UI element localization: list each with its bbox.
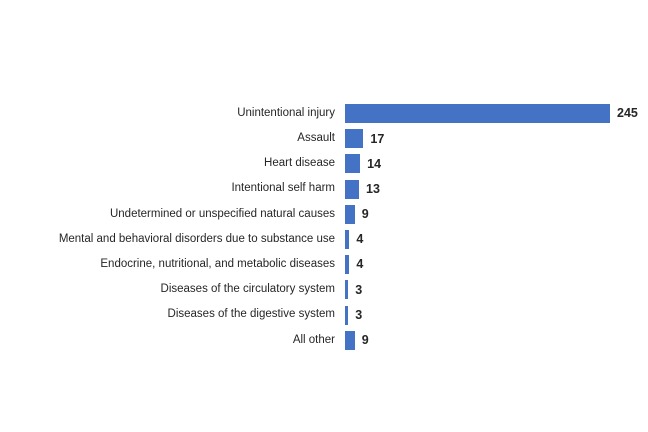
chart-row: Assault 17: [0, 126, 648, 151]
category-label: Undetermined or unspecified natural caus…: [109, 207, 335, 220]
chart-row: Diseases of the circulatory system 3: [0, 277, 648, 302]
bar: [345, 204, 355, 224]
chart-row: Endocrine, nutritional, and metabolic di…: [0, 252, 648, 277]
value-label: 4: [356, 257, 364, 272]
chart-row: Undetermined or unspecified natural caus…: [0, 202, 648, 227]
category-label: Mental and behavioral disorders due to s…: [58, 232, 335, 245]
chart-row: Unintentional injury 245: [0, 101, 648, 126]
chart-row: Diseases of the digestive system 3: [0, 303, 648, 328]
bar: [345, 230, 350, 250]
value-label: 9: [361, 207, 369, 222]
category-label: Assault: [297, 132, 335, 145]
category-label: Heart disease: [264, 157, 335, 170]
bar: [345, 104, 610, 124]
bar: [345, 179, 360, 199]
category-label: Diseases of the digestive system: [167, 308, 335, 321]
bar: [345, 129, 364, 149]
bar: [345, 280, 349, 300]
chart-row: All other 9: [0, 328, 648, 353]
bar: [345, 255, 350, 275]
value-label: 9: [361, 333, 369, 348]
value-label: 13: [366, 181, 380, 196]
bar-chart: Unintentional injury 245 Assault 17 Heart di…: [0, 101, 648, 353]
bar: [345, 154, 361, 174]
value-label: 14: [367, 156, 382, 171]
category-label: Endocrine, nutritional, and metabolic di…: [100, 257, 335, 270]
bar: [345, 305, 349, 325]
value-label: 17: [370, 131, 385, 146]
category-label: Intentional self harm: [231, 182, 335, 195]
value-label: 245: [617, 106, 638, 121]
chart-row: Mental and behavioral disorders due to s…: [0, 227, 648, 252]
category-label: All other: [292, 333, 335, 346]
category-label: Diseases of the circulatory system: [160, 283, 335, 296]
value-label: 4: [356, 232, 364, 247]
value-label: 3: [355, 307, 363, 322]
chart-row: Intentional self harm 13: [0, 177, 648, 202]
value-label: 3: [355, 282, 363, 297]
bar: [345, 330, 355, 350]
chart-row: Heart disease 14: [0, 151, 648, 176]
category-label: Unintentional injury: [237, 106, 335, 119]
